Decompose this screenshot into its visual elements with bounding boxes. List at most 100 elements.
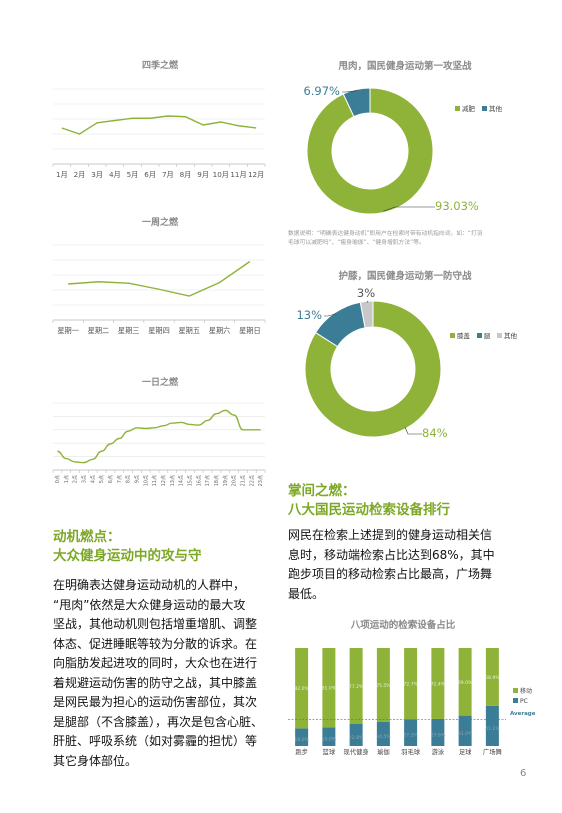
tick-label: 16点 [196, 475, 202, 486]
left-heading-line2: 大众健身运动中的攻与守 [53, 548, 202, 564]
bar-mobile [322, 648, 336, 728]
paragraph-line: 网民在检索上述提到的健身运动相关信 [288, 528, 493, 542]
donut1-chart: 93.03% 6.97% 减肥 其他 [303, 84, 503, 215]
paragraph-line: 向脂肪发起进攻的同时，大众也在进行 [53, 656, 258, 670]
tick-label: 4月 [109, 170, 121, 179]
legend-label: 移动 [520, 687, 532, 695]
tick-label: 游泳 [432, 747, 445, 756]
slice-label: 84% [422, 426, 448, 440]
tick-label: 3月 [91, 170, 103, 179]
tick-label: 10点 [143, 475, 149, 486]
tick-label: 8点 [126, 475, 132, 483]
tick-label: 广场舞 [483, 747, 502, 756]
donut2-title: 护膝，国民健身运动第一防守战 [338, 271, 472, 282]
slice-label: 6.97% [303, 84, 340, 98]
tick-label: 11月 [230, 170, 246, 179]
series-line [57, 409, 261, 464]
legend-swatch [497, 333, 502, 338]
season-chart-title: 四季之燃 [141, 61, 178, 71]
tick-label: 5点 [99, 475, 105, 483]
bar-value-label: 31.0% [458, 731, 473, 737]
bar-pc [404, 719, 418, 746]
tick-label: 星期一 [57, 326, 79, 335]
tick-label: 3点 [81, 475, 87, 483]
season-line-chart: 1月 2月 3月 4月 5月 6月 7月 8月 9月 10月 11月 12月 [52, 88, 266, 179]
bar-mobile [431, 648, 445, 719]
paragraph-line: 是网民最为担心的运动伤害部位，其次 [53, 695, 258, 709]
week-chart-title: 一周之燃 [141, 218, 178, 228]
page-number: 6 [520, 768, 527, 779]
bar-value-label: 81.0% [322, 686, 337, 692]
tick-label: 22点 [249, 475, 255, 486]
tick-label: 星期五 [178, 326, 200, 335]
bar-value-label: 72.4% [431, 681, 446, 687]
device-bar-chart: 82.0% 18.0% 跑步 81.0% 19.0% 篮球 77.2% 22.8% 现代健身 75… [288, 648, 536, 756]
paragraph-line: 息时，移动端检索占比达到68%，其中 [288, 547, 495, 562]
paragraph-line: 着规避运动伤害的防守之战，其中膝盖 [53, 675, 258, 690]
tick-label: 23点 [258, 475, 264, 486]
tick-label: 6月 [144, 170, 156, 179]
tick-label: 星期二 [88, 326, 110, 335]
legend-swatch [450, 333, 455, 338]
tick-label: 瑜伽 [377, 747, 390, 756]
series-line [68, 260, 251, 297]
tick-label: 4点 [90, 475, 96, 483]
bar-value-label: 69.0% [458, 680, 473, 686]
slice-label: 3% [357, 286, 375, 300]
leader-line [404, 427, 422, 435]
bar-value-label: 19.0% [322, 737, 337, 743]
bar-value-label: 75.5% [376, 683, 391, 689]
slice-label: 93.03% [435, 199, 479, 213]
bar-pc [485, 705, 499, 746]
tick-label: 2点 [73, 475, 79, 483]
donut-slice [306, 87, 434, 215]
left-heading-line1: 动机燃点： [53, 529, 121, 545]
legend-label: 其他 [489, 104, 503, 113]
bar-value-label: 22.8% [349, 735, 364, 741]
bar-value-label: 27.3% [403, 733, 418, 739]
tick-label: 9点 [134, 475, 140, 483]
series-line [61, 115, 257, 135]
legend-label: 膝盖 [457, 331, 471, 340]
tick-label: 11点 [152, 475, 158, 486]
bar-value-label: 41.1% [485, 726, 500, 732]
tick-label: 21点 [240, 475, 246, 486]
tick-label: 12月 [248, 170, 264, 179]
leader-line [366, 300, 369, 303]
week-line-chart: 星期一 星期二 星期三 星期四 星期五 星期六 星期日 [52, 244, 266, 335]
tick-label: 14点 [179, 475, 185, 486]
bar-pc [322, 727, 336, 746]
paragraph-line: 体态、促进睡眠等较为分散的诉求。在 [53, 636, 258, 651]
tick-label: 10月 [213, 170, 229, 179]
tick-label: 星期四 [148, 326, 170, 335]
tick-label: 星期三 [118, 326, 140, 335]
bar-mobile [485, 648, 499, 706]
left-section-paragraph: 在明确表达健身运动动机的人群中， “甩肉”依然是大众健身运动的最大攻 坚战，其他动机… [53, 576, 283, 771]
bar-pc [431, 718, 445, 746]
legend-label: PC [520, 698, 528, 705]
day-chart-title: 一日之燃 [141, 378, 178, 388]
right-section-heading: 掌间之燃： 八大国民运动检索设备排行 [288, 482, 450, 520]
tick-label: 9月 [197, 170, 209, 179]
tick-label: 6点 [108, 475, 114, 483]
bar-pc [349, 723, 363, 746]
tick-label: 2月 [74, 170, 86, 179]
tick-label: 足球 [459, 747, 472, 756]
bar-mobile [404, 648, 418, 720]
donut1-note-line1: 数据说明：“明确表达健身动机”即用户在检索时带有动机指向词，如：“打羽 [288, 231, 483, 237]
tick-label: 17点 [205, 475, 211, 486]
paragraph-line: “甩肉”依然是大众健身运动的最大攻 [53, 597, 246, 612]
slice-label: 13% [296, 308, 322, 322]
donut1-note-line2: 毛球可以减肥吗”、“瘦身瑜伽”、“健身增肌方法”等。 [288, 240, 425, 246]
bar-chart-title: 八项运动的检索设备占比 [350, 620, 456, 631]
legend-swatch [455, 106, 460, 111]
paragraph-line: 坚战，其他动机则包括增重增肌、调整 [53, 617, 258, 631]
legend-label: 腿 [484, 332, 491, 340]
tick-label: 15点 [187, 475, 193, 486]
bar-mobile [458, 648, 472, 716]
donut1-title: 甩肉，国民健身运动第一攻坚战 [338, 61, 472, 72]
tick-label: 7月 [162, 170, 174, 179]
tick-label: 18点 [214, 475, 220, 486]
tick-label: 星期六 [209, 326, 231, 335]
bar-value-label: 18.0% [294, 737, 309, 743]
